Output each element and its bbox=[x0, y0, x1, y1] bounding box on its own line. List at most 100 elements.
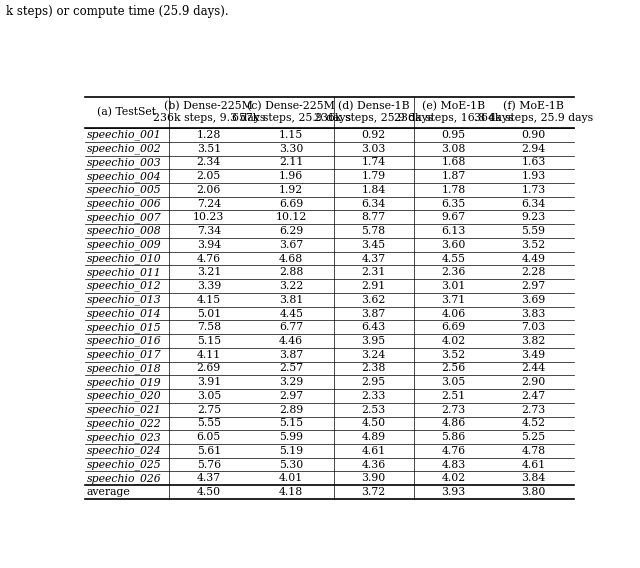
Text: 6.34: 6.34 bbox=[522, 199, 546, 208]
Text: 10.23: 10.23 bbox=[193, 212, 225, 222]
Text: 4.89: 4.89 bbox=[362, 432, 386, 442]
Text: 3.22: 3.22 bbox=[279, 281, 303, 291]
Text: 2.44: 2.44 bbox=[522, 364, 546, 374]
Text: 2.05: 2.05 bbox=[196, 171, 221, 181]
Text: 2.97: 2.97 bbox=[522, 281, 546, 291]
Text: 3.30: 3.30 bbox=[279, 144, 303, 154]
Text: speechio_012: speechio_012 bbox=[87, 281, 161, 291]
Text: 3.62: 3.62 bbox=[362, 295, 386, 305]
Text: 4.18: 4.18 bbox=[279, 487, 303, 497]
Text: 3.03: 3.03 bbox=[362, 144, 386, 154]
Text: 2.88: 2.88 bbox=[279, 268, 303, 277]
Text: 5.01: 5.01 bbox=[196, 308, 221, 319]
Text: speechio_005: speechio_005 bbox=[87, 185, 161, 195]
Text: speechio_026: speechio_026 bbox=[87, 473, 161, 484]
Text: 3.87: 3.87 bbox=[362, 308, 386, 319]
Text: 1.96: 1.96 bbox=[279, 171, 303, 181]
Text: 4.01: 4.01 bbox=[279, 473, 303, 483]
Text: 4.49: 4.49 bbox=[522, 253, 545, 264]
Text: 3.29: 3.29 bbox=[279, 377, 303, 387]
Text: 5.86: 5.86 bbox=[442, 432, 466, 442]
Text: 5.55: 5.55 bbox=[197, 419, 221, 428]
Text: average: average bbox=[87, 487, 131, 497]
Text: speechio_017: speechio_017 bbox=[87, 349, 161, 360]
Text: 2.28: 2.28 bbox=[522, 268, 546, 277]
Text: 3.82: 3.82 bbox=[522, 336, 546, 346]
Text: 2.51: 2.51 bbox=[442, 391, 466, 401]
Text: 5.61: 5.61 bbox=[196, 446, 221, 456]
Text: 3.69: 3.69 bbox=[522, 295, 546, 305]
Text: (a) TestSet: (a) TestSet bbox=[97, 107, 156, 118]
Text: 4.61: 4.61 bbox=[362, 446, 386, 456]
Text: (b) Dense-225M
236k steps, 9.3 days: (b) Dense-225M 236k steps, 9.3 days bbox=[152, 101, 265, 123]
Text: speechio_024: speechio_024 bbox=[87, 445, 161, 456]
Text: 5.15: 5.15 bbox=[196, 336, 221, 346]
Text: 3.24: 3.24 bbox=[362, 350, 386, 360]
Text: speechio_015: speechio_015 bbox=[87, 322, 161, 333]
Text: 3.72: 3.72 bbox=[362, 487, 386, 497]
Text: 4.46: 4.46 bbox=[279, 336, 303, 346]
Text: 6.69: 6.69 bbox=[442, 322, 466, 332]
Text: 4.61: 4.61 bbox=[522, 460, 546, 470]
Text: 2.38: 2.38 bbox=[362, 364, 386, 374]
Text: 4.55: 4.55 bbox=[442, 253, 466, 264]
Text: 3.52: 3.52 bbox=[522, 240, 546, 250]
Text: 4.78: 4.78 bbox=[522, 446, 546, 456]
Text: 4.06: 4.06 bbox=[442, 308, 466, 319]
Text: 3.93: 3.93 bbox=[442, 487, 466, 497]
Text: speechio_002: speechio_002 bbox=[87, 143, 161, 154]
Text: 2.73: 2.73 bbox=[442, 404, 466, 415]
Text: 4.45: 4.45 bbox=[279, 308, 303, 319]
Text: 4.50: 4.50 bbox=[362, 419, 386, 428]
Text: speechio_023: speechio_023 bbox=[87, 432, 161, 442]
Text: speechio_020: speechio_020 bbox=[87, 391, 161, 402]
Text: 6.13: 6.13 bbox=[442, 226, 466, 236]
Text: 3.21: 3.21 bbox=[196, 268, 221, 277]
Text: 2.90: 2.90 bbox=[522, 377, 546, 387]
Text: speechio_004: speechio_004 bbox=[87, 171, 161, 182]
Text: 3.49: 3.49 bbox=[522, 350, 546, 360]
Text: 4.36: 4.36 bbox=[362, 460, 386, 470]
Text: 4.15: 4.15 bbox=[196, 295, 221, 305]
Text: 7.24: 7.24 bbox=[196, 199, 221, 208]
Text: speechio_018: speechio_018 bbox=[87, 363, 161, 374]
Text: 4.50: 4.50 bbox=[196, 487, 221, 497]
Text: 1.63: 1.63 bbox=[522, 157, 546, 168]
Text: 3.01: 3.01 bbox=[442, 281, 466, 291]
Text: speechio_016: speechio_016 bbox=[87, 336, 161, 346]
Text: 3.39: 3.39 bbox=[196, 281, 221, 291]
Text: 4.11: 4.11 bbox=[196, 350, 221, 360]
Text: 3.84: 3.84 bbox=[522, 473, 546, 483]
Text: 1.93: 1.93 bbox=[522, 171, 546, 181]
Text: 2.47: 2.47 bbox=[522, 391, 546, 401]
Text: 4.37: 4.37 bbox=[362, 253, 386, 264]
Text: 3.90: 3.90 bbox=[362, 473, 386, 483]
Text: 4.02: 4.02 bbox=[442, 473, 466, 483]
Text: 6.05: 6.05 bbox=[196, 432, 221, 442]
Text: 6.35: 6.35 bbox=[442, 199, 466, 208]
Text: 2.34: 2.34 bbox=[196, 157, 221, 168]
Text: 3.67: 3.67 bbox=[279, 240, 303, 250]
Text: 0.95: 0.95 bbox=[442, 130, 466, 140]
Text: 3.87: 3.87 bbox=[279, 350, 303, 360]
Text: 2.31: 2.31 bbox=[362, 268, 386, 277]
Text: 0.92: 0.92 bbox=[362, 130, 386, 140]
Text: 2.53: 2.53 bbox=[362, 404, 386, 415]
Text: 2.06: 2.06 bbox=[196, 185, 221, 195]
Text: 3.60: 3.60 bbox=[442, 240, 466, 250]
Text: speechio_014: speechio_014 bbox=[87, 308, 161, 319]
Text: (e) MoE-1B
236k steps, 16.8 days: (e) MoE-1B 236k steps, 16.8 days bbox=[394, 101, 513, 123]
Text: 7.03: 7.03 bbox=[522, 322, 546, 332]
Text: 3.83: 3.83 bbox=[522, 308, 546, 319]
Text: 5.59: 5.59 bbox=[522, 226, 545, 236]
Text: 1.92: 1.92 bbox=[279, 185, 303, 195]
Text: 2.97: 2.97 bbox=[279, 391, 303, 401]
Text: 3.51: 3.51 bbox=[196, 144, 221, 154]
Text: 6.43: 6.43 bbox=[362, 322, 386, 332]
Text: 4.37: 4.37 bbox=[196, 473, 221, 483]
Text: 3.71: 3.71 bbox=[442, 295, 466, 305]
Text: 5.78: 5.78 bbox=[362, 226, 386, 236]
Text: 3.05: 3.05 bbox=[196, 391, 221, 401]
Text: 1.15: 1.15 bbox=[279, 130, 303, 140]
Text: 3.80: 3.80 bbox=[522, 487, 546, 497]
